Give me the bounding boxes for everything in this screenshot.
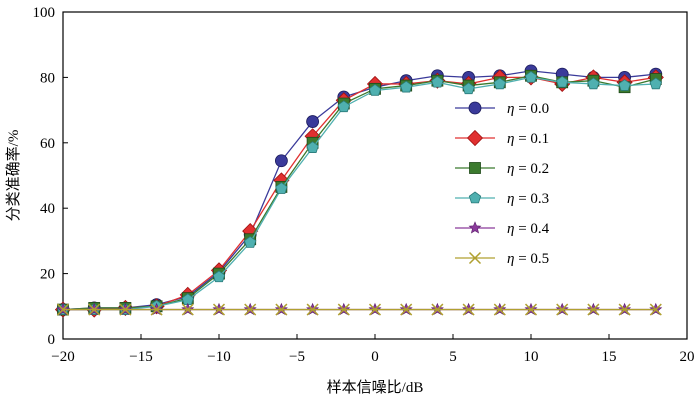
data-point (337, 303, 350, 316)
data-point (306, 115, 320, 128)
data-point (493, 303, 506, 316)
data-point (649, 77, 662, 90)
series-line (62, 70, 656, 311)
data-point (212, 303, 226, 316)
x-tick-label: 15 (602, 349, 617, 365)
data-point (368, 83, 382, 96)
legend-label-value: = 0.3 (514, 191, 549, 207)
data-point (618, 79, 631, 91)
data-point (400, 80, 413, 93)
data-point (462, 303, 475, 316)
x-tick-label: 20 (680, 349, 695, 365)
data-point (524, 70, 538, 83)
series-line (62, 75, 656, 311)
data-point (368, 303, 382, 316)
x-tick-label: 0 (371, 349, 379, 365)
y-tick-label: 100 (33, 5, 56, 21)
x-tick-label: −10 (207, 349, 230, 365)
series-3 (56, 70, 662, 315)
data-point (400, 303, 413, 316)
legend-label-symbol: η (507, 161, 514, 177)
data-point (556, 303, 569, 316)
legend-label-value: = 0.2 (514, 161, 549, 177)
data-point (56, 303, 70, 316)
legend-label-value: = 0.5 (514, 251, 549, 267)
legend-label: η = 0.4 (507, 221, 550, 237)
x-axis-title: 样本信噪比/dB (327, 379, 424, 396)
data-point (493, 77, 506, 90)
y-tick-label: 60 (40, 136, 55, 152)
legend-label: η = 0.1 (507, 131, 549, 147)
data-point (88, 303, 101, 316)
plot-frame (62, 11, 688, 340)
legend-marker (466, 129, 484, 147)
data-point (244, 303, 257, 316)
data-point (556, 75, 569, 88)
y-tick-label: 0 (48, 332, 56, 348)
legend-label-value: = 0.1 (514, 131, 549, 147)
data-point (649, 303, 662, 316)
y-axis-title: 分类准确率/% (5, 130, 22, 222)
y-tick-label: 80 (40, 70, 55, 86)
series-1 (54, 69, 664, 318)
data-point (306, 141, 319, 153)
series-5 (56, 303, 662, 316)
data-point (462, 82, 475, 95)
series-line (63, 76, 656, 311)
series-0 (56, 64, 663, 316)
legend-label: η = 0.0 (507, 101, 549, 117)
data-point (150, 303, 163, 316)
data-point (306, 303, 319, 316)
legend-label-symbol: η (507, 101, 514, 117)
legend-label: η = 0.2 (507, 161, 549, 177)
legend-marker (468, 221, 482, 234)
legend-label-value: = 0.4 (514, 221, 549, 237)
x-tick-label: −15 (129, 349, 152, 365)
data-point (587, 77, 600, 90)
data-point (275, 303, 288, 316)
data-point (275, 182, 288, 194)
legend-marker (468, 251, 482, 265)
x-tick-label: 10 (524, 349, 539, 365)
legend-label: η = 0.5 (507, 251, 549, 267)
y-tick-label: 40 (40, 201, 55, 217)
data-point (587, 303, 600, 316)
series-2 (57, 69, 662, 316)
data-point (431, 75, 444, 88)
data-point (431, 303, 444, 316)
data-point (274, 154, 288, 168)
y-tick-label: 20 (40, 267, 55, 283)
data-point (244, 236, 257, 248)
legend-label: η = 0.3 (507, 191, 549, 207)
data-point (212, 270, 226, 283)
legend-label-symbol: η (507, 221, 514, 237)
legend-marker (468, 191, 482, 204)
legend-label-value: = 0.0 (514, 101, 549, 117)
legend-label-symbol: η (507, 131, 514, 147)
legend-marker (469, 162, 481, 174)
data-point (618, 303, 631, 316)
data-point (524, 303, 538, 316)
data-point (337, 100, 350, 113)
legend-label-symbol: η (507, 191, 514, 207)
data-point (181, 303, 194, 316)
x-tick-label: −5 (289, 349, 305, 365)
legend-label-symbol: η (507, 251, 514, 267)
series-line (63, 76, 656, 311)
legend: η = 0.0η = 0.1η = 0.2η = 0.3η = 0.4η = 0… (455, 101, 550, 267)
legend-marker (468, 101, 482, 115)
x-tick-label: −20 (51, 349, 74, 365)
data-point (119, 303, 132, 316)
x-tick-label: 5 (449, 349, 457, 365)
